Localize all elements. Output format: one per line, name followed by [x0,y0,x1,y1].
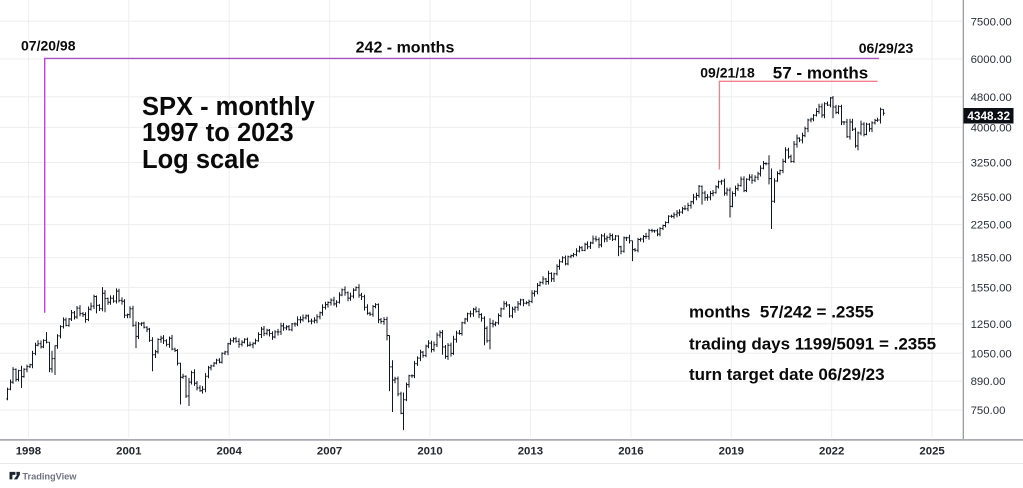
svg-text:months 57/242 = .2355: months 57/242 = .2355 [689,303,874,322]
svg-text:1997 to 2023: 1997 to 2023 [142,119,294,147]
svg-text:2022: 2022 [819,445,844,457]
svg-text:09/21/18: 09/21/18 [700,65,755,81]
svg-text:2016: 2016 [618,445,643,457]
svg-text:2025: 2025 [919,445,945,457]
svg-text:7500.00: 7500.00 [971,16,1012,28]
svg-text:2010: 2010 [417,445,442,457]
svg-text:2007: 2007 [317,445,342,457]
svg-text:07/20/98: 07/20/98 [21,38,76,54]
svg-text:3250.00: 3250.00 [971,158,1012,170]
svg-text:2019: 2019 [719,445,744,457]
svg-text:trading days 1199/5091 = .2355: trading days 1199/5091 = .2355 [689,335,936,354]
svg-text:242 - months: 242 - months [356,40,455,57]
svg-text:1998: 1998 [16,445,41,457]
svg-text:06/29/23: 06/29/23 [859,40,914,56]
svg-text:4000.00: 4000.00 [971,123,1012,135]
svg-text:890.00: 890.00 [971,376,1006,388]
svg-text:1550.00: 1550.00 [971,283,1012,295]
svg-text:1850.00: 1850.00 [971,253,1012,265]
svg-text:4800.00: 4800.00 [971,92,1012,104]
svg-text:57 - months: 57 - months [773,64,868,83]
svg-text:1050.00: 1050.00 [971,348,1012,360]
svg-text:1250.00: 1250.00 [971,319,1012,331]
svg-text:2250.00: 2250.00 [971,220,1012,232]
svg-text:2004: 2004 [217,445,243,457]
svg-text:6000.00: 6000.00 [971,54,1012,66]
svg-text:turn target date 06/29/23: turn target date 06/29/23 [689,365,885,384]
svg-text:Log scale: Log scale [142,146,260,174]
svg-text:SPX - monthly: SPX - monthly [142,93,316,121]
svg-text:2650.00: 2650.00 [971,192,1012,204]
svg-text:2013: 2013 [518,445,543,457]
svg-text:750.00: 750.00 [971,405,1006,417]
svg-text:2001: 2001 [116,445,142,457]
svg-text:4348.32: 4348.32 [967,109,1010,123]
svg-text:TradingView: TradingView [22,471,77,481]
